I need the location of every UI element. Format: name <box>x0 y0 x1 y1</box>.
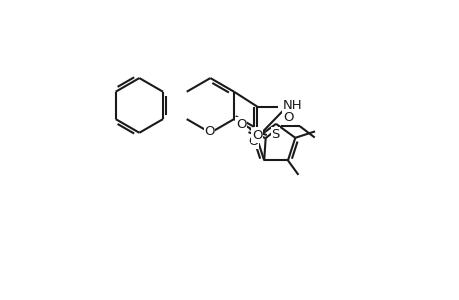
Text: O: O <box>252 129 262 142</box>
Text: NH: NH <box>282 99 302 112</box>
Text: O: O <box>235 118 246 131</box>
Text: O: O <box>248 135 258 148</box>
Text: O: O <box>282 111 293 124</box>
Text: S: S <box>271 128 279 141</box>
Text: O: O <box>204 125 214 138</box>
